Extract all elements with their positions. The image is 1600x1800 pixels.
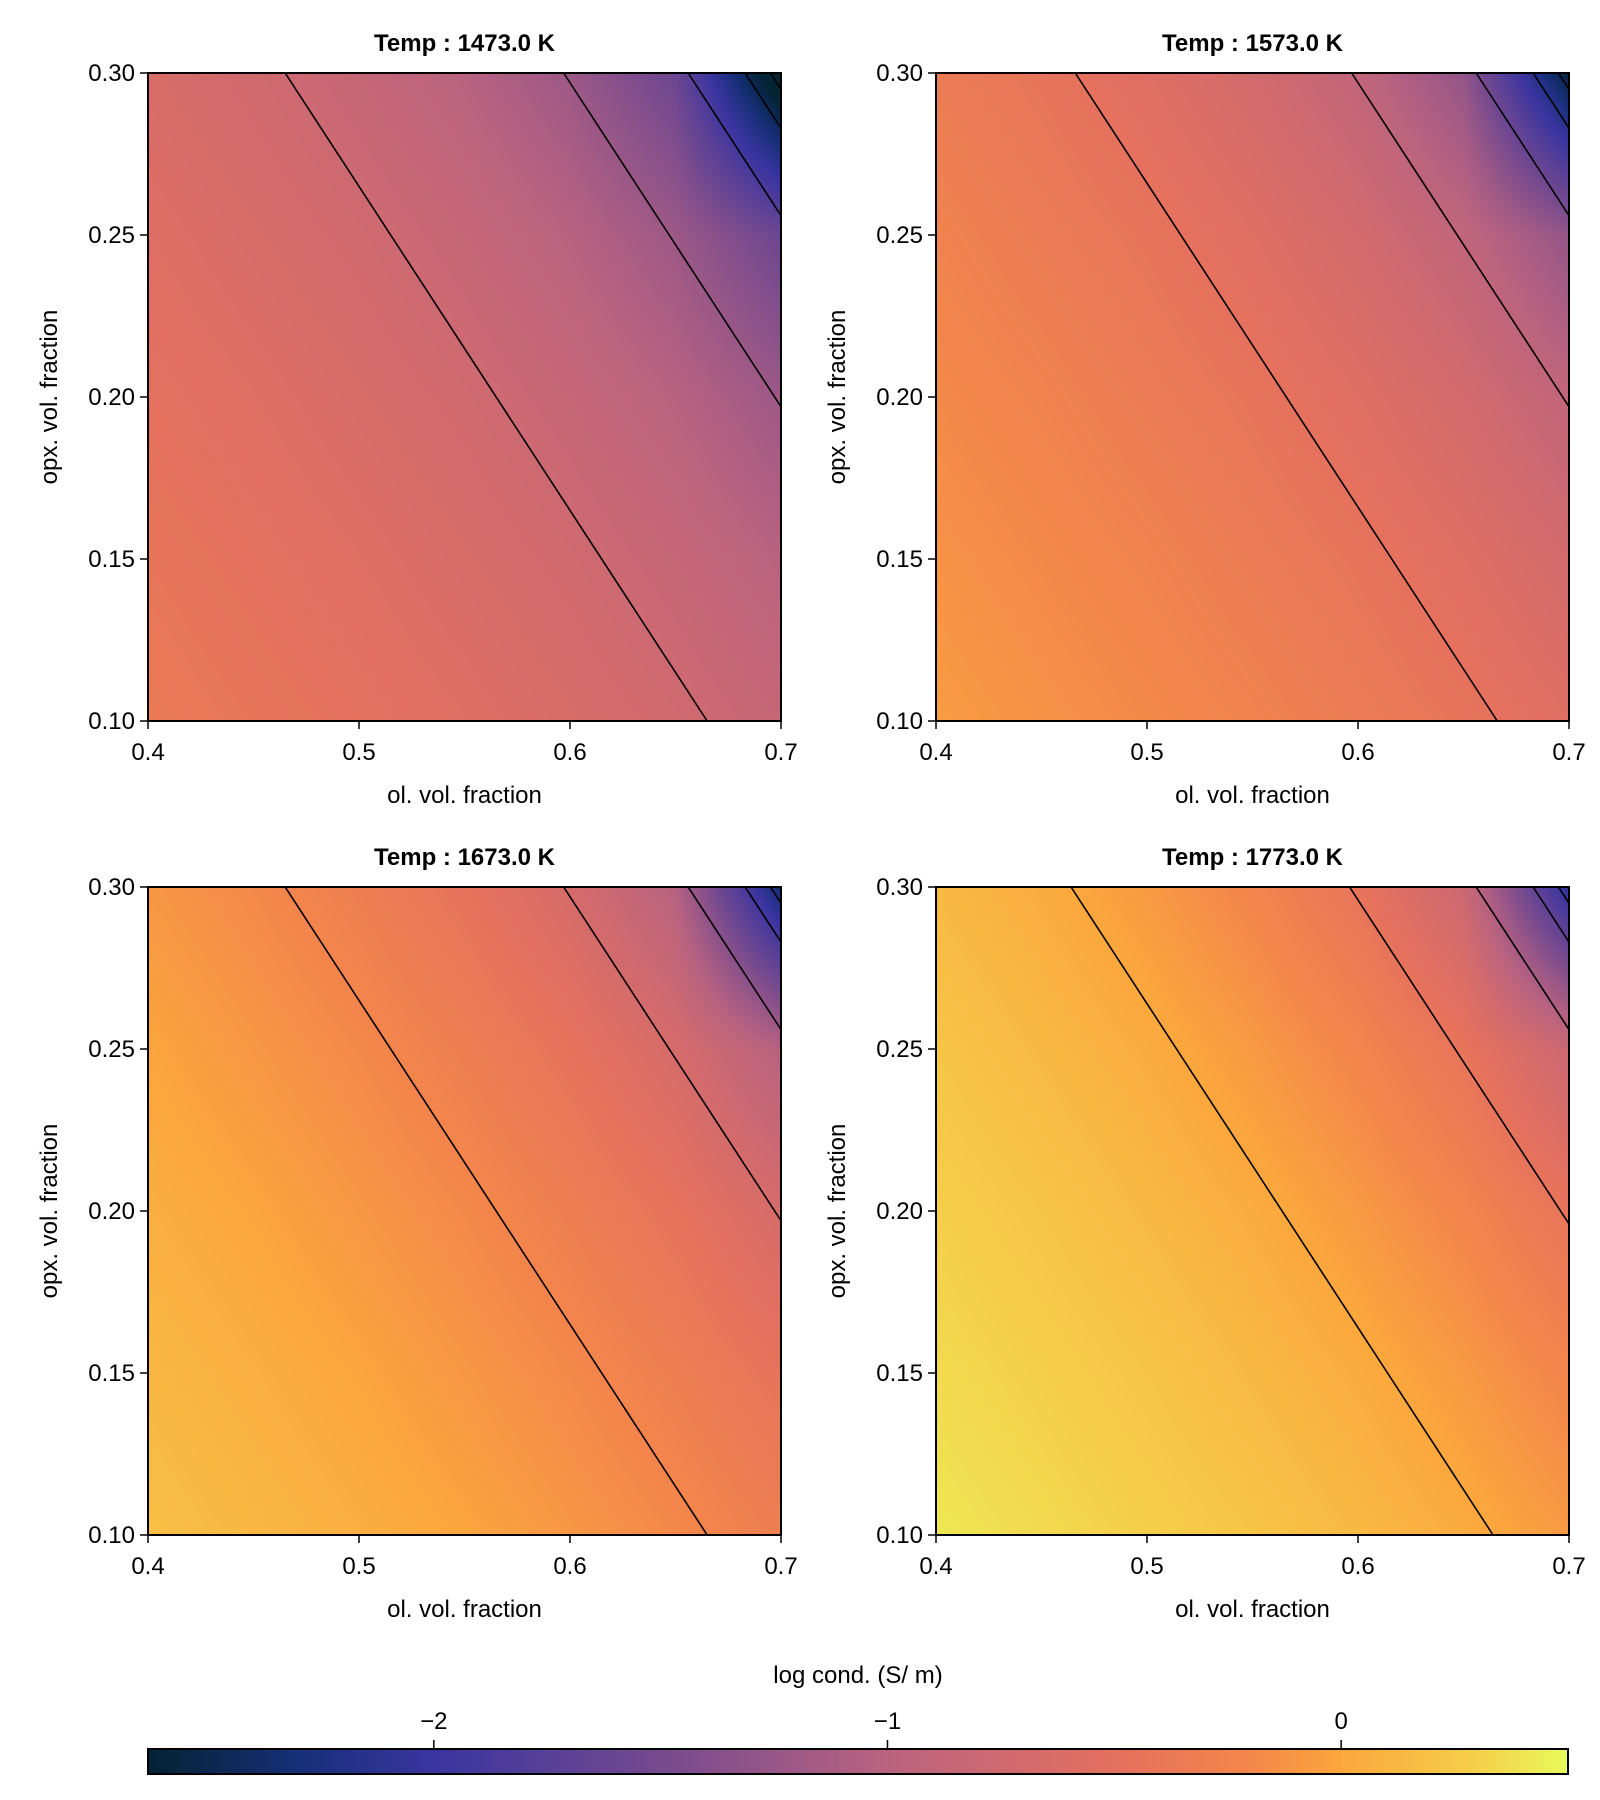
x-axis-label: ol. vol. fraction bbox=[387, 782, 542, 809]
y-tick-label: 0.20 bbox=[88, 1198, 135, 1225]
contour-line bbox=[687, 72, 782, 216]
plot-frame bbox=[147, 886, 782, 1536]
contour-line bbox=[1475, 886, 1570, 1030]
y-axis-label: opx. vol. fraction bbox=[824, 1124, 851, 1299]
x-tick-label: 0.7 bbox=[764, 1553, 797, 1580]
heatmap-panel-3 bbox=[148, 887, 781, 1535]
x-tick-label: 0.7 bbox=[1552, 739, 1585, 766]
y-tick-label: 0.15 bbox=[88, 546, 135, 573]
contour-line bbox=[1350, 72, 1570, 408]
contour-line bbox=[284, 886, 708, 1536]
colorbar-frame bbox=[147, 1748, 1569, 1775]
plot-frame bbox=[147, 72, 782, 722]
y-tick-label: 0.10 bbox=[88, 708, 135, 735]
y-tick-label: 0.30 bbox=[88, 60, 135, 87]
y-tick-label: 0.10 bbox=[88, 1522, 135, 1549]
y-tick-label: 0.25 bbox=[876, 222, 923, 249]
panel-title: Temp : 1573.0 K bbox=[1162, 30, 1344, 57]
x-axis-label: ol. vol. fraction bbox=[1175, 782, 1330, 809]
y-tick-label: 0.10 bbox=[876, 708, 923, 735]
contour-line bbox=[1557, 886, 1570, 904]
y-tick-label: 0.30 bbox=[876, 60, 923, 87]
x-tick-label: 0.5 bbox=[342, 1553, 375, 1580]
panel-title: Temp : 1773.0 K bbox=[1162, 844, 1344, 871]
y-tick-label: 0.15 bbox=[876, 546, 923, 573]
y-tick-label: 0.30 bbox=[88, 874, 135, 901]
contour-line bbox=[1475, 72, 1570, 216]
contour-line bbox=[744, 886, 782, 943]
contour-line bbox=[687, 886, 782, 1030]
contour-line bbox=[1532, 72, 1570, 129]
colorbar-tick-label: −2 bbox=[420, 1708, 447, 1735]
contour-line bbox=[284, 72, 708, 722]
x-tick-label: 0.4 bbox=[131, 739, 164, 766]
x-tick-label: 0.4 bbox=[919, 739, 952, 766]
x-axis-label: ol. vol. fraction bbox=[387, 1596, 542, 1623]
y-axis-label: opx. vol. fraction bbox=[824, 310, 851, 485]
x-tick-label: 0.5 bbox=[342, 739, 375, 766]
colorbar-tick-label: −1 bbox=[874, 1708, 901, 1735]
y-tick-label: 0.15 bbox=[88, 1360, 135, 1387]
heatmap-panel-1 bbox=[148, 73, 781, 721]
y-axis-label: opx. vol. fraction bbox=[36, 1124, 63, 1299]
heatmap-panel-4 bbox=[936, 887, 1569, 1535]
x-tick-label: 0.7 bbox=[764, 739, 797, 766]
y-tick-label: 0.20 bbox=[876, 1198, 923, 1225]
x-tick-label: 0.6 bbox=[1341, 739, 1374, 766]
panel-title: Temp : 1673.0 K bbox=[374, 844, 556, 871]
y-tick-label: 0.25 bbox=[88, 1036, 135, 1063]
x-tick-label: 0.4 bbox=[919, 1553, 952, 1580]
colorbar-label: log cond. (S/ m) bbox=[773, 1662, 942, 1689]
contour-line bbox=[1070, 886, 1494, 1536]
contour-line bbox=[1532, 886, 1570, 943]
contour-line bbox=[562, 886, 782, 1222]
colorbar-gradient bbox=[148, 1749, 1568, 1774]
plot-frame bbox=[935, 886, 1570, 1536]
panel-title: Temp : 1473.0 K bbox=[374, 30, 556, 57]
contour-line bbox=[562, 72, 782, 408]
contour-line bbox=[1074, 72, 1498, 722]
x-tick-label: 0.6 bbox=[553, 739, 586, 766]
x-tick-label: 0.6 bbox=[1341, 1553, 1374, 1580]
heatmap-panel-2 bbox=[936, 73, 1569, 721]
colorbar-tick-label: 0 bbox=[1334, 1708, 1347, 1735]
y-tick-label: 0.20 bbox=[88, 384, 135, 411]
x-tick-label: 0.7 bbox=[1552, 1553, 1585, 1580]
x-tick-label: 0.6 bbox=[553, 1553, 586, 1580]
contour-line bbox=[1348, 886, 1570, 1225]
y-tick-label: 0.15 bbox=[876, 1360, 923, 1387]
y-axis-label: opx. vol. fraction bbox=[36, 310, 63, 485]
x-tick-label: 0.5 bbox=[1130, 739, 1163, 766]
contour-line bbox=[1557, 72, 1570, 90]
x-tick-label: 0.4 bbox=[131, 1553, 164, 1580]
y-tick-label: 0.20 bbox=[876, 384, 923, 411]
contour-line bbox=[769, 72, 782, 90]
y-tick-label: 0.25 bbox=[876, 1036, 923, 1063]
y-tick-label: 0.30 bbox=[876, 874, 923, 901]
y-tick-label: 0.25 bbox=[88, 222, 135, 249]
y-tick-label: 0.10 bbox=[876, 1522, 923, 1549]
contour-line bbox=[769, 886, 782, 904]
plot-frame bbox=[935, 72, 1570, 722]
x-axis-label: ol. vol. fraction bbox=[1175, 1596, 1330, 1623]
x-tick-label: 0.5 bbox=[1130, 1553, 1163, 1580]
contour-line bbox=[744, 72, 782, 129]
